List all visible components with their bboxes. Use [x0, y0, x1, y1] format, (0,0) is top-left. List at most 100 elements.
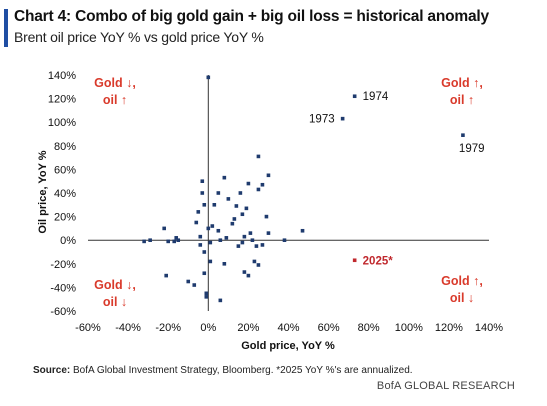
data-point — [238, 191, 243, 195]
data-point — [282, 238, 287, 242]
data-point — [222, 175, 227, 180]
data-point — [200, 179, 205, 183]
data-point — [204, 295, 209, 299]
y-axis-label: Oil price, YoY % — [37, 150, 49, 233]
chart-subtitle: Brent oil price YoY % vs gold price YoY … — [14, 29, 264, 45]
data-point — [194, 220, 199, 225]
data-point — [222, 262, 227, 266]
data-point — [162, 226, 166, 231]
data-point — [202, 250, 207, 254]
data-point — [226, 197, 231, 201]
data-point — [212, 203, 217, 207]
axes-group — [88, 75, 489, 311]
x-tick-label: -60% — [75, 322, 101, 334]
y-tick-labels: -60% -40% -20% 0% 20% 40% 60% 80% 100% 120% 140% — [48, 70, 76, 318]
data-point — [252, 259, 257, 264]
data-point — [246, 273, 251, 278]
data-point — [240, 240, 245, 245]
data-point — [256, 154, 261, 159]
data-point — [250, 238, 255, 242]
point-label: 1974 — [363, 91, 389, 103]
data-point — [176, 238, 181, 242]
data-point — [206, 226, 211, 231]
data-point — [244, 206, 249, 211]
data-point — [216, 228, 221, 233]
x-tick-label: -40% — [115, 322, 141, 334]
data-point — [256, 263, 261, 267]
data-points — [142, 75, 465, 303]
data-point — [230, 221, 235, 226]
data-point — [196, 210, 201, 214]
data-point — [166, 239, 170, 244]
data-point — [216, 191, 221, 195]
y-tick-label: -20% — [50, 259, 76, 271]
x-tick-label: 120% — [435, 322, 463, 334]
quadrant-label-top-left: Gold ↓, oil ↑ — [94, 76, 136, 107]
quadrant-labels: Gold ↓, oil ↑ Gold ↑, oil ↑ Gold ↓, oil ↓ Gold… — [94, 76, 483, 309]
point-label: 1973 — [309, 114, 335, 126]
y-tick-label: 100% — [48, 117, 76, 129]
data-point — [192, 283, 197, 287]
data-point — [198, 243, 203, 247]
data-point — [148, 238, 152, 242]
data-point — [208, 240, 213, 245]
data-point — [246, 181, 251, 186]
x-tick-label: 60% — [318, 322, 340, 334]
data-point — [240, 212, 245, 217]
quadrant-label-bottom-left: Gold ↓, oil ↓ — [94, 278, 136, 309]
quadrant-label-bottom-right: Gold ↑, oil ↓ — [441, 274, 483, 305]
title-accent-bar — [4, 9, 8, 47]
source-label: Source: — [33, 365, 71, 376]
data-point — [260, 182, 265, 187]
data-point — [248, 231, 253, 235]
x-tick-label: 20% — [237, 322, 259, 334]
data-point — [242, 270, 247, 274]
data-point — [242, 234, 247, 239]
x-tick-label: 80% — [358, 322, 380, 334]
point-label: 1979 — [459, 143, 485, 155]
data-point — [172, 239, 177, 244]
source-text: BofA Global Investment Strategy, Bloombe… — [70, 365, 413, 376]
y-tick-label: 0% — [60, 235, 76, 247]
data-point — [198, 234, 203, 239]
y-tick-label: 80% — [54, 141, 76, 153]
data-point — [256, 187, 261, 192]
y-tick-label: 120% — [48, 94, 76, 106]
data-point — [142, 239, 146, 244]
data-point — [234, 204, 239, 208]
data-point — [300, 228, 305, 233]
x-tick-labels: -60% -40% -20% 0% 20% 40% 60% 80% 100% 120% 140% — [75, 322, 503, 334]
x-tick-label: 100% — [395, 322, 423, 334]
x-tick-label: -20% — [155, 322, 181, 334]
data-point — [224, 236, 229, 240]
y-tick-label: 40% — [54, 188, 76, 200]
y-tick-label: 20% — [54, 212, 76, 224]
point-label: 2025* — [363, 255, 394, 267]
y-tick-label: -60% — [50, 306, 76, 318]
quadrant-label-top-right: Gold ↑, oil ↑ — [441, 76, 483, 107]
brand-footer: BofA GLOBAL RESEARCH — [376, 380, 515, 392]
data-point — [260, 243, 265, 247]
data-point — [352, 94, 357, 99]
data-point — [164, 273, 168, 278]
data-point — [218, 238, 223, 242]
data-point — [208, 259, 213, 264]
data-point — [461, 133, 465, 137]
y-tick-label: 60% — [54, 164, 76, 176]
data-point — [266, 231, 271, 235]
data-point — [210, 224, 215, 228]
data-point — [266, 173, 271, 178]
data-point — [174, 236, 179, 240]
source-note: Source: BofA Global Investment Strategy,… — [33, 365, 413, 376]
data-point — [200, 191, 205, 195]
data-point — [186, 279, 191, 284]
data-point — [202, 271, 207, 276]
data-point — [204, 291, 209, 296]
data-point — [254, 244, 259, 248]
data-point — [202, 203, 207, 207]
y-tick-label: -40% — [50, 282, 76, 294]
data-point — [264, 214, 269, 219]
x-tick-label: 40% — [277, 322, 299, 334]
x-tick-label: 0% — [200, 322, 216, 334]
